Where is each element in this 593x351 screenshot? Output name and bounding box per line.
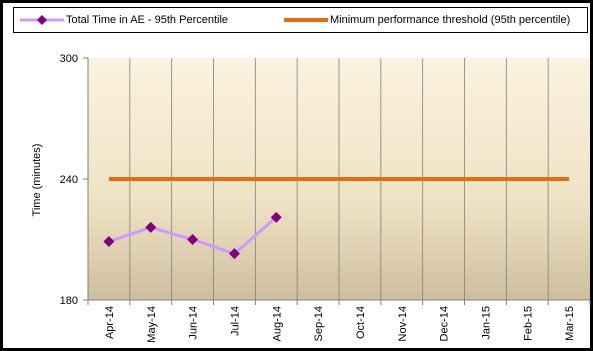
x-tick-label: Jan-15 <box>480 306 492 340</box>
legend-swatch-total-time <box>20 15 64 25</box>
data-point-marker <box>228 248 240 260</box>
y-axis-label: Time (minutes) <box>31 144 43 217</box>
data-point-marker <box>187 234 199 245</box>
x-tick-label: May-14 <box>146 306 158 343</box>
data-point-marker <box>145 221 157 233</box>
legend: Total Time in AE - 95th Percentile Minim… <box>13 7 588 33</box>
y-tick-label: 180 <box>60 295 78 307</box>
x-tick-label: Nov-14 <box>397 306 409 341</box>
x-tick-label: Mar-15 <box>564 306 576 341</box>
data-point-marker <box>103 236 115 248</box>
x-tick-label: Sep-14 <box>313 306 325 341</box>
y-tick-label: 300 <box>60 53 78 65</box>
x-tick-label: Apr-14 <box>104 306 116 339</box>
x-tick-label: Jul-14 <box>229 306 241 336</box>
legend-swatch-threshold <box>284 18 328 22</box>
x-tick-label: Jun-14 <box>188 306 200 340</box>
y-tick-label: 240 <box>60 174 78 186</box>
x-tick-label: Aug-14 <box>271 306 283 341</box>
legend-label-threshold: Minimum performance threshold (95th perc… <box>330 14 571 26</box>
x-tick-label: Dec-14 <box>439 306 451 341</box>
x-tick-label: Oct-14 <box>355 306 367 339</box>
data-point-marker <box>270 211 282 223</box>
legend-label-total-time: Total Time in AE - 95th Percentile <box>66 14 229 26</box>
x-tick-label: Feb-15 <box>522 306 534 341</box>
